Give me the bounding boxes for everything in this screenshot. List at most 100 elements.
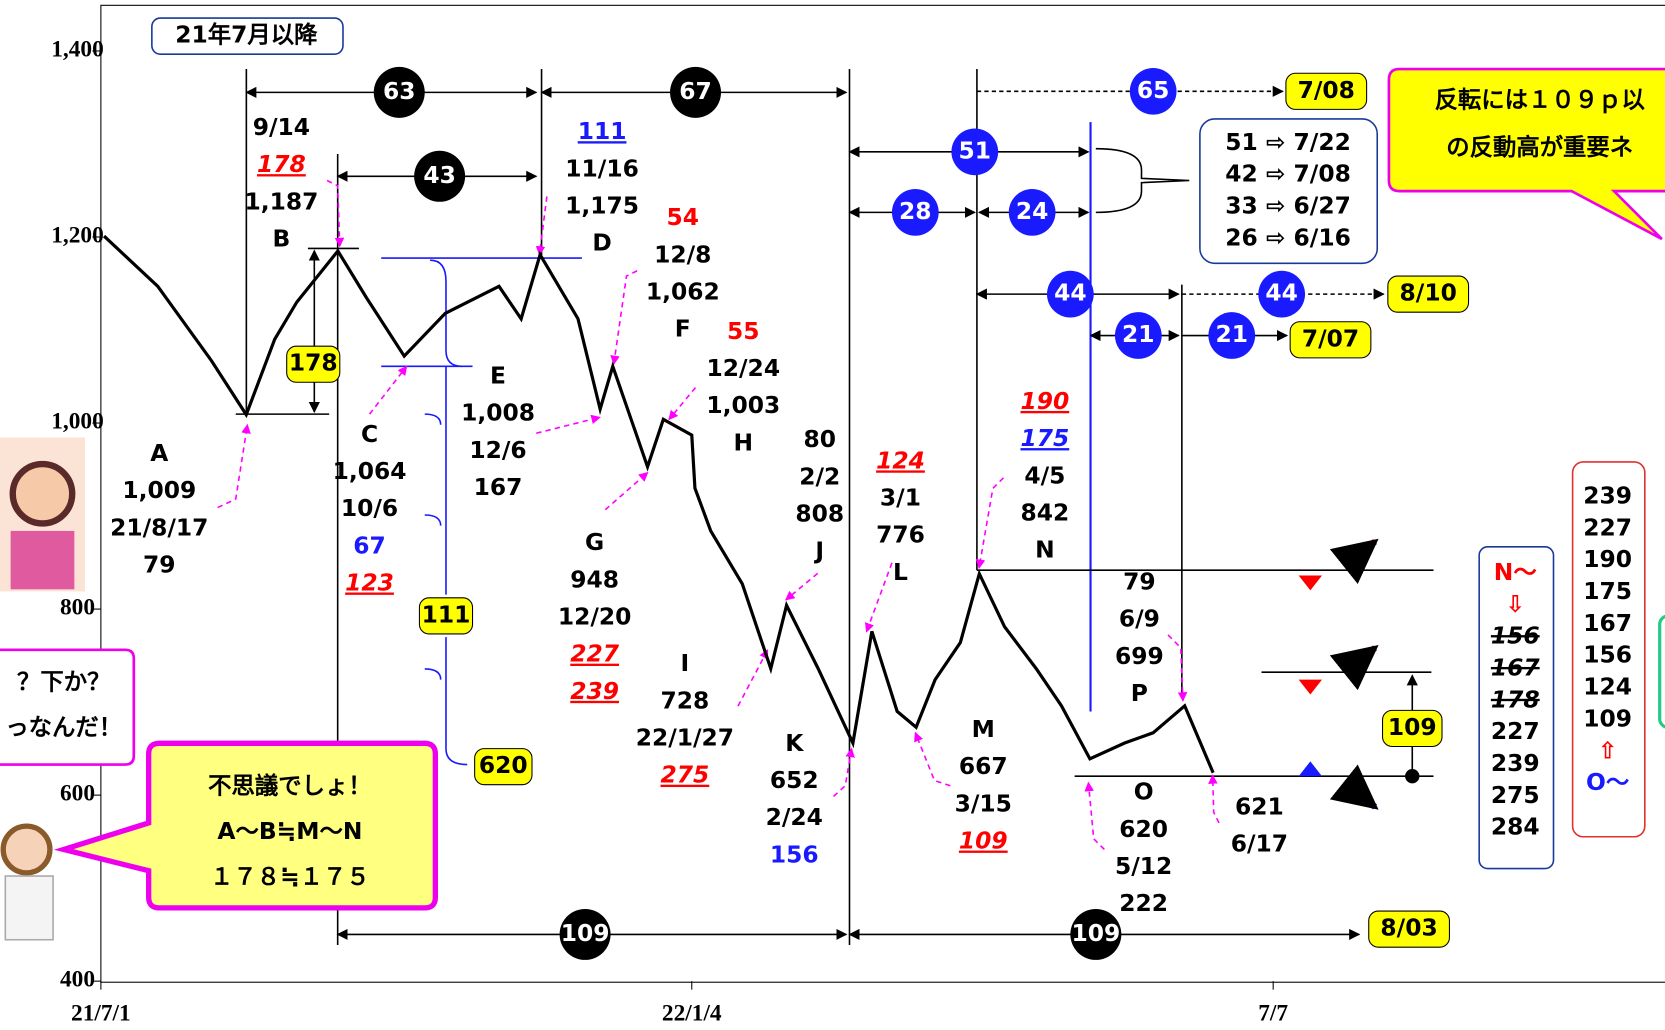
count-label: 109 (561, 919, 610, 947)
o-box-line: 239 (1583, 481, 1632, 509)
point-label: P (1131, 679, 1148, 707)
box-label: 178 (289, 349, 338, 377)
point-label: 3/15 (955, 789, 1012, 817)
point-label: 227 (570, 640, 620, 668)
o-box-line: 109 (1583, 704, 1632, 732)
o-box-line: 190 (1583, 545, 1632, 573)
bubble-text: 反転には１０９ｐ以 (1435, 85, 1646, 114)
point-label: G (585, 528, 604, 556)
point-label: 12/8 (654, 240, 711, 268)
point-label: 178 (257, 150, 306, 178)
count-label: 44 (1054, 279, 1087, 307)
y-tick-label: 400 (60, 967, 95, 993)
page: {"chart_data":{"type":"line","color":"#0… (0, 0, 1665, 1030)
point-label: M (972, 715, 995, 743)
point-label: 11/16 (565, 154, 639, 182)
o-box-line: 156 (1583, 641, 1632, 669)
point-label: 239 (570, 677, 619, 705)
box-label: 8/03 (1380, 914, 1437, 942)
point-label: 124 (876, 446, 925, 474)
x-tick-label: 22/1/4 (662, 1000, 722, 1026)
point-label: 808 (795, 499, 844, 527)
point-label: 1,009 (122, 476, 196, 504)
n-box-line: 227 (1491, 717, 1540, 745)
bubble-text: ？下か？ (17, 667, 110, 695)
y-tick-label: 1,000 (51, 408, 104, 434)
point-label: 6/17 (1231, 830, 1288, 858)
y-tick-label: 800 (60, 594, 95, 620)
point-label: A (150, 439, 168, 467)
point-label: 842 (1020, 498, 1069, 526)
point-label: 222 (1119, 889, 1168, 917)
point-label: 12/20 (558, 603, 632, 631)
point-label: 699 (1115, 642, 1164, 670)
point-label: K (785, 729, 804, 757)
o-box-line: O〜 (1586, 768, 1629, 796)
o-box-line: 124 (1583, 673, 1632, 701)
point-label: 109 (959, 827, 1008, 855)
point-label: 10/6 (341, 494, 398, 522)
point-label: J (813, 537, 824, 565)
box-label: 620 (479, 751, 528, 779)
chart: 4006008001,0001,2001,40021/7/122/1/47/7A… (0, 0, 1665, 1030)
count-label: 67 (679, 77, 712, 105)
point-label: 79 (1123, 567, 1156, 595)
count-box-line: 33 ⇨ 6/27 (1225, 192, 1351, 220)
point-label: 728 (661, 686, 710, 714)
n-box-line: 167 (1491, 653, 1541, 681)
point-label: 1,008 (461, 399, 535, 427)
point-label: 167 (474, 473, 523, 501)
point-label: 667 (959, 752, 1008, 780)
point-label: 621 (1235, 793, 1284, 821)
box-label: 111 (422, 600, 471, 628)
point-label: O (1134, 778, 1154, 806)
point-label: 275 (661, 761, 710, 789)
point-label: 1,175 (565, 192, 639, 220)
y-tick-label: 1,200 (51, 222, 104, 248)
point-label: 175 (1020, 424, 1069, 452)
bubble-text: A〜B≒M〜N (217, 817, 362, 845)
point-label: 12/24 (707, 354, 781, 382)
bubble-text: 不思議でしょ！ (208, 771, 372, 799)
x-tick-label: 7/7 (1258, 1000, 1288, 1026)
point-label: 4/5 (1024, 461, 1065, 489)
point-label: L (893, 558, 908, 586)
point-label: 80 (803, 425, 836, 453)
box-label: 109 (1388, 713, 1437, 741)
x-tick-label: 21/7/1 (71, 1000, 131, 1026)
n-box-line: ⇩ (1505, 590, 1525, 618)
point-label: 9/14 (253, 113, 310, 141)
n-box-line: 239 (1491, 749, 1540, 777)
count-label: 21 (1122, 320, 1155, 348)
point-label: 2/24 (766, 803, 823, 831)
point-label: B (272, 224, 290, 252)
box-label: 7/08 (1298, 76, 1355, 104)
point-label: 948 (570, 565, 619, 593)
point-label: 21/8/17 (110, 513, 208, 541)
point-label: 5/12 (1115, 852, 1172, 880)
n-box-line: 275 (1491, 781, 1540, 809)
point-label: 79 (143, 550, 176, 578)
point-label: 12/6 (469, 436, 526, 464)
point-label: 55 (727, 317, 760, 345)
point-label: 1,187 (244, 187, 318, 215)
bubble-text: の反動高が重要ネ (1446, 133, 1633, 161)
count-label: 65 (1137, 76, 1170, 104)
count-label: 44 (1265, 279, 1298, 307)
n-box-line: 284 (1491, 813, 1540, 841)
point-label: 22/1/27 (636, 724, 734, 752)
point-label: 652 (770, 766, 819, 794)
y-tick-label: 1,400 (51, 36, 104, 62)
point-label: 620 (1119, 815, 1168, 843)
point-label: C (361, 420, 378, 448)
point-label: 111 (578, 117, 627, 145)
o-box-line: 227 (1583, 513, 1632, 541)
title-box: 21年7月以降 (175, 21, 318, 49)
n-box-line: 178 (1491, 685, 1540, 713)
point-label: D (592, 229, 611, 257)
count-label: 63 (383, 77, 416, 105)
o-box-line: 167 (1583, 609, 1632, 637)
count-label: 21 (1215, 320, 1248, 348)
bubble-text: っなんだ！ (5, 713, 122, 741)
bubble-text: １７８≒１７５ (210, 863, 370, 891)
